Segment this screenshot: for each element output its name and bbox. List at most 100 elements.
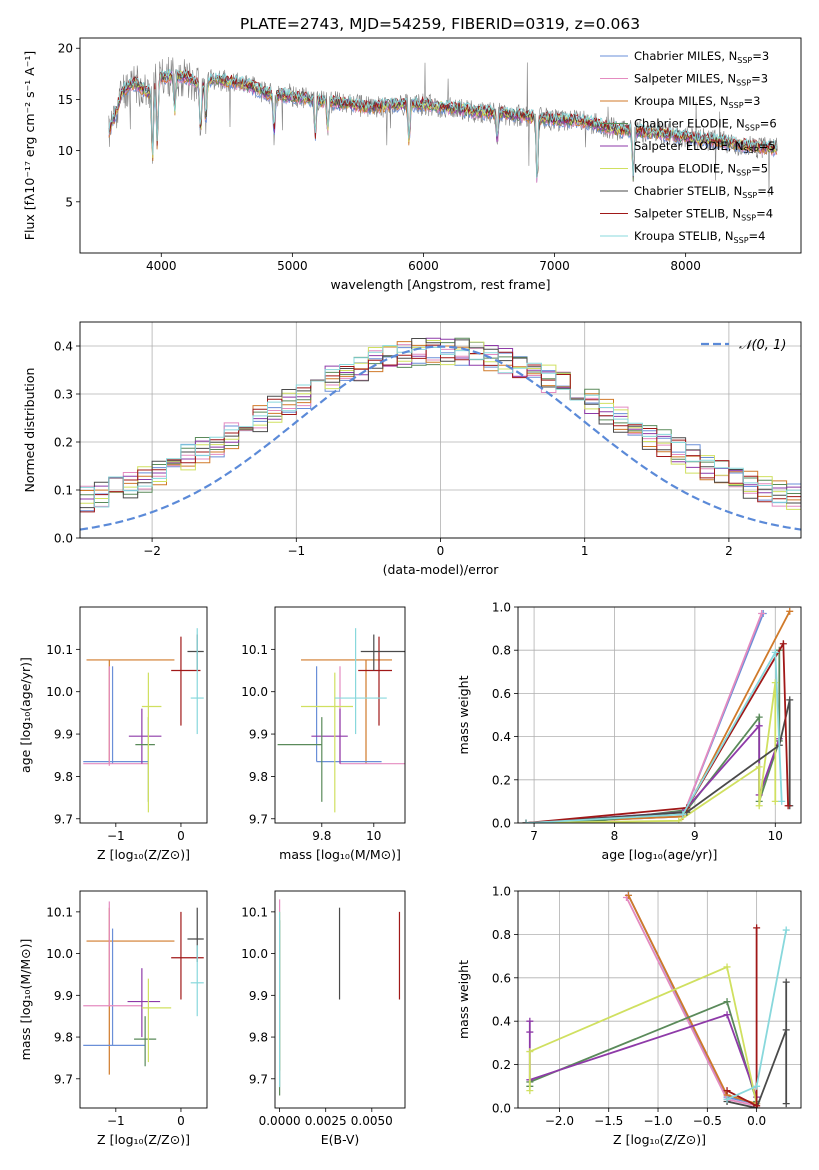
y-tick-label: 0.2 <box>54 436 73 450</box>
y-tick-label: 0.6 <box>492 687 511 701</box>
y-tick-label: 1.0 <box>492 601 511 615</box>
x-tick-label: 0.0000 <box>259 1114 301 1128</box>
x-axis-label: Z [log₁₀(Z/Z⊙)] <box>97 1132 190 1147</box>
y-tick-label: 0.4 <box>492 730 511 744</box>
mass_vs_Z-plot-area <box>83 901 204 1075</box>
model-spectrum-line <box>108 70 778 177</box>
mass-weight-marker <box>755 802 763 810</box>
error-bar-point <box>171 911 204 1000</box>
y-tick-label: 10.1 <box>241 643 268 657</box>
mass-weight-marker <box>723 998 731 1006</box>
mass-weight-marker <box>786 607 794 615</box>
mass-weight-marker <box>782 1026 790 1034</box>
mass-weight-marker <box>723 963 731 971</box>
mass-weight-marker <box>771 648 779 656</box>
x-axis-label: Z [log₁₀(Z/Z⊙)] <box>613 1132 706 1147</box>
error-bar-point <box>334 628 387 735</box>
mass-weight-marker <box>771 797 779 805</box>
legend-entry: Salpeter ELODIE, NSSP=5 <box>634 139 776 155</box>
mass-weight-line <box>525 640 789 823</box>
y-tick-label: 9.7 <box>54 1072 73 1086</box>
mass-weight-marker <box>782 1100 790 1108</box>
y-tick-label: 0.2 <box>492 773 511 787</box>
error-bar-point <box>83 666 149 764</box>
legend-entry: Kroupa STELIB, NSSP=4 <box>634 229 765 245</box>
error-bar-point <box>135 717 155 802</box>
x-tick-label: −2.0 <box>545 1114 574 1128</box>
x-tick-label: −1 <box>107 829 125 843</box>
y-axis-label: mass weight <box>456 960 471 1039</box>
mass-weight-marker <box>778 797 786 805</box>
mass-weight-marker <box>723 1011 731 1019</box>
mass-weight-marker <box>522 819 530 823</box>
error-bar-point <box>311 708 348 764</box>
error-bar-point <box>86 659 175 764</box>
legend-entry: Salpeter MILES, NSSP=3 <box>634 72 768 88</box>
residual-histogram <box>80 345 801 508</box>
error-bar-point <box>301 672 353 813</box>
y-tick-label: 0.8 <box>492 928 511 942</box>
y-tick-label: 9.8 <box>54 1031 73 1045</box>
axes-frame <box>79 890 208 1109</box>
spectrum-legend: Chabrier MILES, NSSP=3 Salpeter MILES, NS… <box>600 49 777 245</box>
spectrum-panel: 4000 5000 6000 7000 8000 5 10 15 20 Chabrier MILE… <box>22 37 802 292</box>
mass-weight-line <box>525 699 791 823</box>
y-tick-label: 9.8 <box>249 770 268 784</box>
mass_vs_ebv-panel: 0.0000 0.0025 0.0050 9.7 9.8 9.9 10.0 10.1 E(B-V… <box>241 890 406 1147</box>
legend-entry: Salpeter STELIB, NSSP=4 <box>634 207 773 223</box>
y-tick-label: 0.1 <box>54 484 73 498</box>
mass-weight-marker <box>755 722 763 730</box>
mass-weight-marker <box>755 713 763 721</box>
y-tick-label: 0.3 <box>54 388 73 402</box>
mass-weight-line <box>525 613 763 823</box>
axes-frame <box>79 606 208 824</box>
y-tick-label: 10.0 <box>46 685 73 699</box>
mass_weight_vs_age-panel: 7 8 9 10 0.0 0.2 0.4 0.6 0.8 1.0 age [log₁₀(age/yr… <box>456 601 802 862</box>
y-tick-label: 0.2 <box>492 1058 511 1072</box>
y-tick-label: 0.0 <box>492 817 511 831</box>
error-bar-point <box>187 907 204 962</box>
x-tick-label: 5000 <box>277 259 308 273</box>
y-tick-label: 10.0 <box>241 947 268 961</box>
error-bar-point <box>360 634 405 671</box>
y-axis-label: Normed distribution <box>22 368 37 493</box>
mass_weight_vs_Z-plot-area <box>526 891 790 1108</box>
x-tick-label: −0.5 <box>693 1114 722 1128</box>
mass-weight-marker <box>779 640 787 648</box>
legend-entry: 𝒩(0, 1) <box>739 338 786 353</box>
spectrum-plot-area <box>108 56 778 197</box>
y-axis-label: Flux [fλ10⁻¹⁷ erg cm⁻² s⁻¹ A⁻¹] <box>22 51 37 240</box>
mass-weight-marker <box>755 763 763 771</box>
error-bar-point <box>190 945 204 1017</box>
age_vs_mass-panel: 9.8 10 9.7 9.8 9.9 10.0 10.1 mass [log₁₀(M/M⊙)] <box>241 606 406 862</box>
residual-histogram <box>80 337 801 500</box>
y-tick-label: 9.7 <box>54 812 73 826</box>
legend-entry: Kroupa MILES, NSSP=3 <box>634 94 760 110</box>
x-tick-label: −1.5 <box>594 1114 623 1128</box>
mass_weight_vs_Z-panel: −2.0 −1.5 −1.0 −0.5 0.0 0.0 0.2 0.4 0.6 0.8 1.0 Z [… <box>456 885 802 1147</box>
mass-weight-marker <box>526 1087 534 1095</box>
y-tick-label: 0.6 <box>492 971 511 985</box>
error-bar-point <box>86 907 175 1075</box>
y-tick-label: 10.1 <box>46 643 73 657</box>
legend-entry: Chabrier MILES, NSSP=3 <box>634 49 769 65</box>
residuals-panel: −2 −1 0 1 2 0.0 0.1 0.2 0.3 0.4 𝒩(0, 1) (data-model… <box>22 321 802 577</box>
y-tick-label: 9.7 <box>249 1072 268 1086</box>
y-tick-label: 10.1 <box>46 905 73 919</box>
mass-weight-line <box>525 682 777 823</box>
error-bar-point <box>134 1016 157 1067</box>
mass-weight-marker <box>675 817 683 823</box>
y-tick-label: 9.7 <box>249 812 268 826</box>
x-tick-label: 0.0 <box>747 1114 766 1128</box>
age_vs_Z-panel: −1 0 9.7 9.8 9.9 10.0 10.1 Z [log₁₀(Z/Z⊙)] age [… <box>18 606 208 862</box>
mass-weight-marker <box>771 679 779 687</box>
x-tick-label: −1 <box>287 544 305 558</box>
error-bar-point <box>141 978 172 1063</box>
x-axis-label: (data-model)/error <box>383 562 500 577</box>
y-axis-label: mass weight <box>456 675 471 754</box>
x-tick-label: 0.0050 <box>351 1114 393 1128</box>
x-tick-label: 10 <box>768 829 783 843</box>
error-bar-point <box>358 636 392 726</box>
residuals-plot-area <box>80 337 801 531</box>
